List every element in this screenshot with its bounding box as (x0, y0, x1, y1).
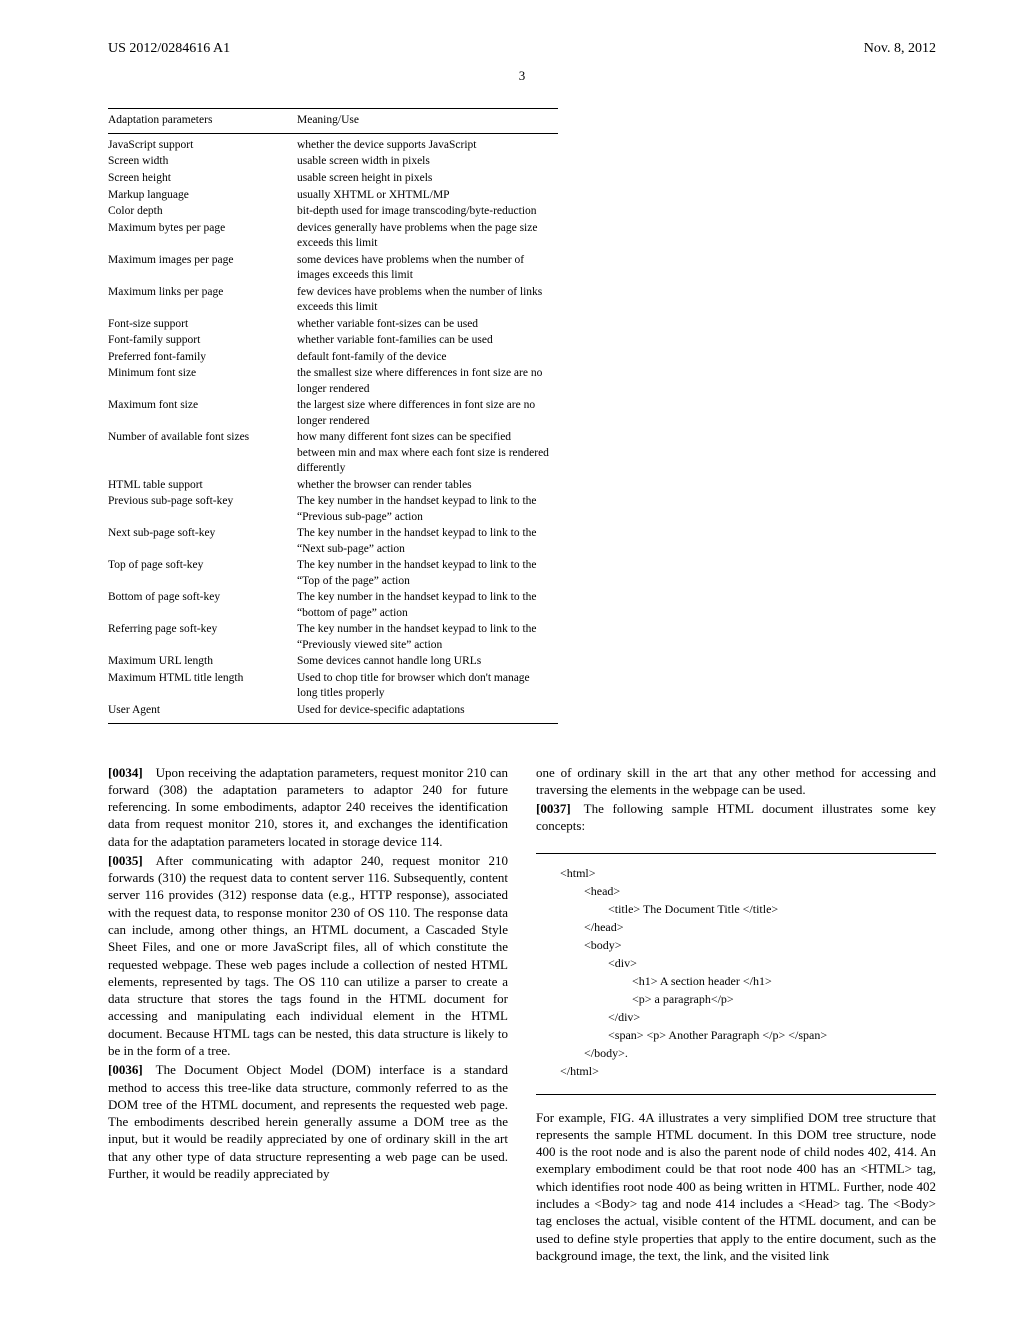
table-row: Maximum images per pagesome devices have… (108, 252, 558, 284)
table-cell-meaning: few devices have problems when the numbe… (297, 284, 558, 316)
table-cell-meaning: whether variable font-sizes can be used (297, 316, 558, 333)
table-row: Top of page soft-keyThe key number in th… (108, 558, 558, 590)
table-cell-param: Next sub-page soft-key (108, 526, 297, 558)
para-ref-0034: [0034] (108, 765, 143, 780)
table-row: Maximum URL lengthSome devices cannot ha… (108, 654, 558, 671)
table-cell-meaning: how many different font sizes can be spe… (297, 430, 558, 478)
table-cell-param: Maximum images per page (108, 252, 297, 284)
table-cell-meaning: bit-depth used for image transcoding/byt… (297, 204, 558, 221)
table-row: Previous sub-page soft-keyThe key number… (108, 494, 558, 526)
table-cell-meaning: whether the browser can render tables (297, 477, 558, 494)
table-cell-param: Maximum bytes per page (108, 220, 297, 252)
table-cell-meaning: usable screen width in pixels (297, 154, 558, 171)
para-right-continuation: one of ordinary skill in the art that an… (536, 764, 936, 799)
table-cell-param: Maximum URL length (108, 654, 297, 671)
table-row: Number of available font sizeshow many d… (108, 430, 558, 478)
table-cell-meaning: the largest size where differences in fo… (297, 398, 558, 430)
table-row: Markup languageusually XHTML or XHTML/MP (108, 187, 558, 204)
para-right-dom: For example, FIG. 4A illustrates a very … (536, 1109, 936, 1265)
table-cell-param: Screen width (108, 154, 297, 171)
table-cell-meaning: Used to chop title for browser which don… (297, 670, 558, 702)
table-row: Referring page soft-keyThe key number in… (108, 622, 558, 654)
table-cell-meaning: whether the device supports JavaScript (297, 133, 558, 154)
table-cell-param: Top of page soft-key (108, 558, 297, 590)
page-number: 3 (108, 67, 936, 85)
table-cell-param: Screen height (108, 170, 297, 187)
para-0035: After communicating with adaptor 240, re… (108, 853, 508, 1058)
table-cell-param: Minimum font size (108, 366, 297, 398)
table-cell-param: Color depth (108, 204, 297, 221)
code-sample: <html><head><title> The Document Title <… (536, 853, 936, 1095)
adaptation-parameters-table: Adaptation parameters Meaning/Use JavaSc… (108, 108, 558, 723)
table-cell-meaning: the smallest size where differences in f… (297, 366, 558, 398)
table-cell-param: Referring page soft-key (108, 622, 297, 654)
table-cell-param: Maximum links per page (108, 284, 297, 316)
para-0034: Upon receiving the adaptation parameters… (108, 765, 508, 849)
table-row: Maximum links per pagefew devices have p… (108, 284, 558, 316)
page-header: US 2012/0284616 A1 Nov. 8, 2012 (108, 40, 936, 59)
table-cell-param: Maximum HTML title length (108, 670, 297, 702)
table-cell-param: Font-size support (108, 316, 297, 333)
table-cell-param: Markup language (108, 187, 297, 204)
table-cell-meaning: The key number in the handset keypad to … (297, 622, 558, 654)
table-cell-meaning: The key number in the handset keypad to … (297, 558, 558, 590)
table-row: Font-family supportwhether variable font… (108, 333, 558, 350)
para-ref-0035: [0035] (108, 853, 143, 868)
table-cell-param: Bottom of page soft-key (108, 590, 297, 622)
table-header-param: Adaptation parameters (108, 109, 297, 134)
table-header-meaning: Meaning/Use (297, 109, 558, 134)
table-cell-meaning: Some devices cannot handle long URLs (297, 654, 558, 671)
table-row: Preferred font-familydefault font-family… (108, 349, 558, 366)
table-row: Next sub-page soft-keyThe key number in … (108, 526, 558, 558)
table-row: Color depthbit-depth used for image tran… (108, 204, 558, 221)
table-cell-meaning: devices generally have problems when the… (297, 220, 558, 252)
table-cell-param: Maximum font size (108, 398, 297, 430)
table-cell-param: Preferred font-family (108, 349, 297, 366)
table-row: Bottom of page soft-keyThe key number in… (108, 590, 558, 622)
publication-date: Nov. 8, 2012 (864, 40, 936, 59)
table-cell-param: User Agent (108, 703, 297, 724)
table-row: Font-size supportwhether variable font-s… (108, 316, 558, 333)
para-0037: The following sample HTML document illus… (536, 801, 936, 833)
table-cell-meaning: The key number in the handset keypad to … (297, 590, 558, 622)
table-row: Maximum bytes per pagedevices generally … (108, 220, 558, 252)
table-cell-meaning: Used for device-specific adaptations (297, 703, 558, 724)
para-ref-0036: [0036] (108, 1062, 143, 1077)
right-column: one of ordinary skill in the art that an… (536, 764, 936, 1267)
table-cell-param: Number of available font sizes (108, 430, 297, 478)
table-row: HTML table supportwhether the browser ca… (108, 477, 558, 494)
table-row: Minimum font sizethe smallest size where… (108, 366, 558, 398)
para-0036: The Document Object Model (DOM) interfac… (108, 1062, 508, 1181)
table-cell-param: JavaScript support (108, 133, 297, 154)
table-row: Maximum font sizethe largest size where … (108, 398, 558, 430)
left-column: [0034] Upon receiving the adaptation par… (108, 764, 508, 1267)
table-cell-meaning: usable screen height in pixels (297, 170, 558, 187)
table-row: Screen widthusable screen width in pixel… (108, 154, 558, 171)
table-cell-meaning: default font-family of the device (297, 349, 558, 366)
table-cell-param: HTML table support (108, 477, 297, 494)
table-cell-meaning: some devices have problems when the numb… (297, 252, 558, 284)
table-cell-param: Font-family support (108, 333, 297, 350)
para-ref-0037: [0037] (536, 801, 571, 816)
table-cell-meaning: The key number in the handset keypad to … (297, 494, 558, 526)
table-cell-meaning: whether variable font-families can be us… (297, 333, 558, 350)
table-cell-param: Previous sub-page soft-key (108, 494, 297, 526)
table-row: JavaScript supportwhether the device sup… (108, 133, 558, 154)
table-cell-meaning: usually XHTML or XHTML/MP (297, 187, 558, 204)
table-row: User AgentUsed for device-specific adapt… (108, 703, 558, 724)
publication-number: US 2012/0284616 A1 (108, 40, 230, 59)
table-row: Screen heightusable screen height in pix… (108, 170, 558, 187)
table-row: Maximum HTML title lengthUsed to chop ti… (108, 670, 558, 702)
table-cell-meaning: The key number in the handset keypad to … (297, 526, 558, 558)
